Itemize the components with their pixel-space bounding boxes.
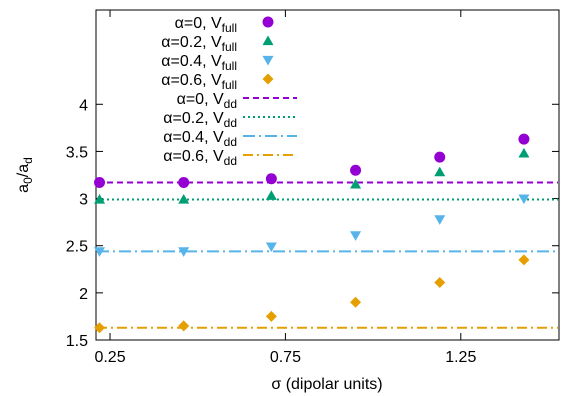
data-point-s1-0 xyxy=(94,194,106,204)
y-tick-label: 3.5 xyxy=(66,144,88,161)
data-point-s2-4 xyxy=(434,215,446,225)
data-point-s2-0 xyxy=(94,247,106,257)
data-point-s1-2 xyxy=(265,190,277,200)
x-axis-label: σ (dipolar units) xyxy=(271,376,382,393)
legend-marker-3 xyxy=(262,73,274,85)
data-point-s2-2 xyxy=(265,242,277,253)
legend-label-0: α=0, Vfull xyxy=(175,15,237,35)
legend-marker-2 xyxy=(262,55,274,66)
data-points xyxy=(94,133,530,334)
legend-label-1: α=0.2, Vfull xyxy=(161,34,237,54)
legend-label-4: α=0, Vdd xyxy=(177,91,237,111)
y-tick-label: 3 xyxy=(79,192,88,209)
data-point-s3-5 xyxy=(518,254,530,266)
plot-frame xyxy=(95,9,560,341)
data-point-s0-2 xyxy=(265,173,277,185)
y-tick-label: 2.5 xyxy=(66,239,88,256)
data-point-s2-3 xyxy=(350,231,362,241)
data-point-s1-5 xyxy=(518,147,530,158)
x-axis-ticks: 0.25 0.75 1.25 xyxy=(94,10,476,366)
legend-marker-0 xyxy=(262,16,274,28)
data-point-s0-1 xyxy=(178,177,190,189)
y-axis-label-slash: /a xyxy=(15,164,32,177)
data-point-s3-2 xyxy=(265,310,277,322)
reference-lines xyxy=(97,181,558,329)
x-tick-label: 0.25 xyxy=(94,349,125,366)
x-tick-label: 0.75 xyxy=(270,349,301,366)
legend-label-7: α=0.6, Vdd xyxy=(163,148,237,168)
data-point-s3-0 xyxy=(94,322,106,334)
legend-label-3: α=0.6, Vfull xyxy=(161,72,237,92)
data-point-s1-3 xyxy=(350,178,362,189)
data-point-s0-0 xyxy=(94,177,106,189)
data-point-s3-3 xyxy=(350,296,362,308)
data-point-s3-1 xyxy=(178,320,190,332)
data-point-s2-5 xyxy=(518,194,530,205)
data-point-s1-4 xyxy=(434,166,446,177)
y-axis-label-sub1: 0 xyxy=(21,177,35,184)
y-tick-label: 4 xyxy=(79,97,88,114)
y-axis-label-base: a xyxy=(15,184,32,193)
y-axis-label-sub2: d xyxy=(21,157,35,164)
legend-marker-1 xyxy=(262,35,274,46)
y-tick-label: 1.5 xyxy=(66,333,88,350)
legend-label-5: α=0.2, Vdd xyxy=(163,110,237,130)
data-point-s1-1 xyxy=(178,194,190,204)
data-point-s0-4 xyxy=(434,151,446,163)
x-tick-label: 1.25 xyxy=(445,349,476,366)
y-axis-label: a0/ad xyxy=(15,157,35,193)
legend-label-6: α=0.4, Vdd xyxy=(163,129,237,149)
data-point-s2-1 xyxy=(178,247,190,257)
data-point-s3-4 xyxy=(434,276,446,288)
data-point-s0-3 xyxy=(350,164,362,176)
y-axis-ticks: 1.5 2 2.5 3 3.5 4 xyxy=(66,97,559,350)
legend-label-2: α=0.4, Vfull xyxy=(161,53,237,73)
data-point-s0-5 xyxy=(518,133,530,145)
y-tick-label: 2 xyxy=(79,286,88,303)
